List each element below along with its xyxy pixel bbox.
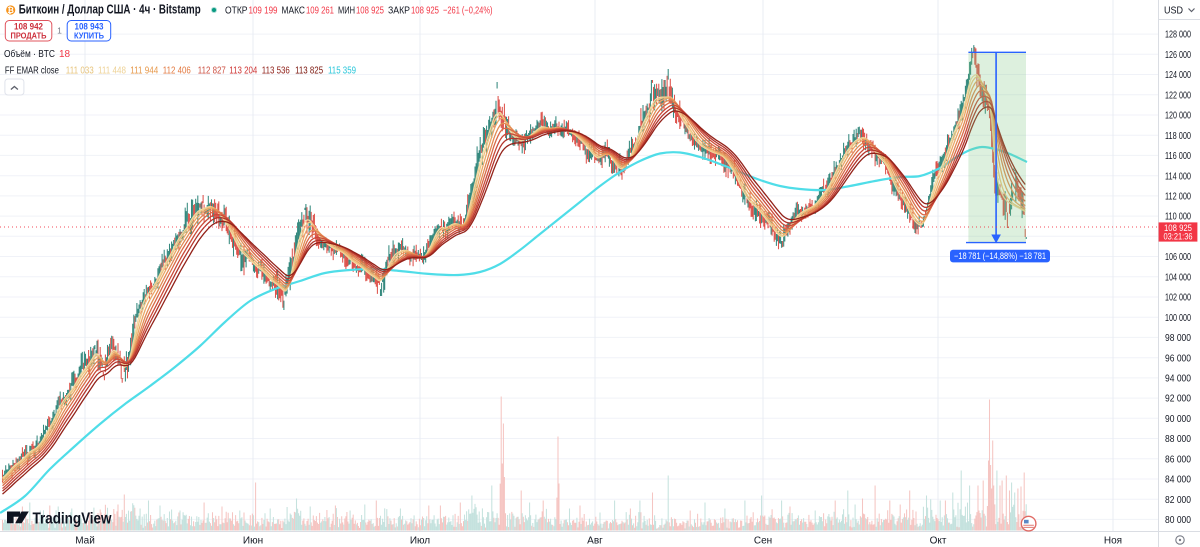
svg-text:МАКС: МАКС (282, 5, 306, 16)
svg-text:120 000: 120 000 (1165, 111, 1191, 122)
svg-text:100 000: 100 000 (1165, 313, 1191, 324)
svg-text:122 000: 122 000 (1165, 90, 1191, 101)
svg-text:−18 781 (−14,88%) −18 781: −18 781 (−14,88%) −18 781 (954, 251, 1046, 261)
svg-text:114 000: 114 000 (1165, 171, 1191, 182)
svg-text:USD: USD (1164, 6, 1183, 17)
svg-text:Июл: Июл (410, 536, 430, 547)
svg-text:80 000: 80 000 (1165, 515, 1191, 526)
svg-text:118 000: 118 000 (1165, 131, 1191, 142)
svg-text:ОТКР: ОТКР (225, 5, 248, 16)
svg-text:116 000: 116 000 (1165, 151, 1191, 162)
svg-text:108 925: 108 925 (356, 5, 384, 16)
svg-text:Авг: Авг (587, 536, 603, 547)
svg-text:112 000: 112 000 (1165, 192, 1191, 203)
svg-text:Окт: Окт (930, 536, 947, 547)
svg-text:₿: ₿ (7, 6, 14, 15)
svg-text:111 944: 111 944 (130, 66, 158, 77)
svg-text:113 204: 113 204 (229, 66, 257, 77)
svg-text:88 000: 88 000 (1165, 434, 1191, 445)
svg-text:92 000: 92 000 (1165, 394, 1191, 405)
svg-text:108 925: 108 925 (1164, 223, 1192, 233)
svg-text:102 000: 102 000 (1165, 293, 1191, 304)
svg-text:МИН: МИН (338, 5, 355, 16)
svg-text:109 261: 109 261 (306, 5, 334, 16)
svg-text:108 925: 108 925 (411, 5, 439, 16)
svg-text:Июн: Июн (243, 536, 263, 547)
svg-text:108 943: 108 943 (75, 22, 104, 33)
svg-text:FF EMAR close: FF EMAR close (5, 66, 59, 77)
svg-text:124 000: 124 000 (1165, 70, 1191, 81)
svg-text:109 199: 109 199 (249, 5, 278, 16)
svg-text:112 827: 112 827 (198, 66, 226, 77)
svg-text:Сен: Сен (754, 536, 772, 547)
svg-text:−261 (−0,24%): −261 (−0,24%) (443, 5, 493, 16)
svg-text:98 000: 98 000 (1165, 333, 1191, 344)
svg-text:90 000: 90 000 (1165, 414, 1191, 425)
svg-text:111 448: 111 448 (98, 66, 126, 77)
svg-text:Объём · BTC: Объём · BTC (4, 48, 55, 60)
svg-text:TradingView: TradingView (33, 510, 113, 527)
svg-text:126 000: 126 000 (1165, 50, 1191, 61)
svg-text:КУПИТЬ: КУПИТЬ (74, 32, 104, 41)
svg-text:104 000: 104 000 (1165, 272, 1191, 283)
svg-text:110 000: 110 000 (1165, 212, 1191, 223)
svg-text:18: 18 (59, 49, 71, 60)
svg-text:Май: Май (75, 536, 95, 547)
svg-text:ПРОДАТЬ: ПРОДАТЬ (11, 32, 47, 41)
svg-text:128 000: 128 000 (1165, 30, 1191, 41)
svg-text:111 033: 111 033 (66, 66, 94, 77)
svg-text:106 000: 106 000 (1165, 252, 1191, 263)
svg-text:1: 1 (57, 26, 62, 36)
svg-text:108 942: 108 942 (14, 22, 43, 33)
svg-text:113 536: 113 536 (262, 66, 290, 77)
svg-text:113 825: 113 825 (295, 66, 323, 77)
svg-text:86 000: 86 000 (1165, 454, 1191, 465)
svg-text:03:21:36: 03:21:36 (1164, 232, 1193, 242)
svg-text:94 000: 94 000 (1165, 374, 1191, 385)
svg-text:Биткоин / Доллар США · 4ч · Bi: Биткоин / Доллар США · 4ч · Bitstamp (19, 3, 201, 17)
svg-text:Ноя: Ноя (1104, 536, 1122, 547)
svg-text:115 359: 115 359 (328, 66, 356, 77)
svg-text:84 000: 84 000 (1165, 475, 1191, 486)
svg-text:112 406: 112 406 (163, 66, 191, 77)
svg-text:96 000: 96 000 (1165, 353, 1191, 364)
svg-text:82 000: 82 000 (1165, 495, 1191, 506)
svg-text:ЗАКР: ЗАКР (388, 5, 410, 16)
